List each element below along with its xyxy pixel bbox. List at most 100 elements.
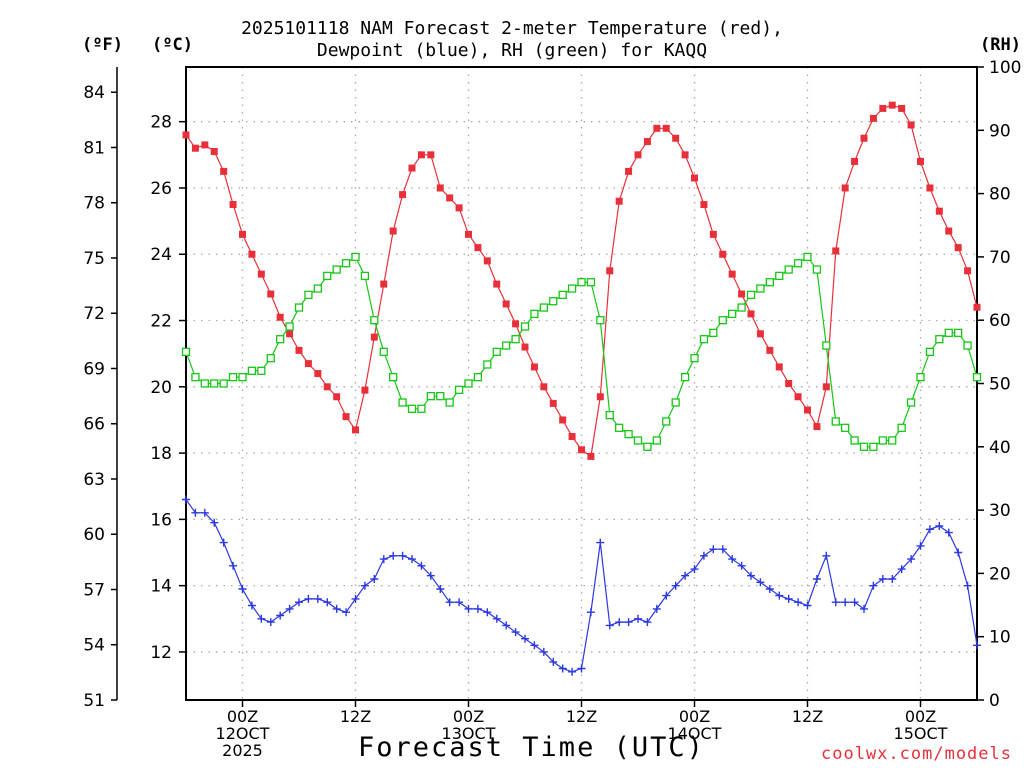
data-point: [473, 604, 482, 613]
data-point: [869, 114, 877, 122]
data-point: [276, 335, 285, 344]
data-point: [605, 621, 614, 630]
data-point: [615, 197, 623, 205]
data-point: [672, 134, 680, 142]
data-point: [511, 628, 520, 637]
data-point: [294, 303, 304, 312]
data-point: [539, 647, 548, 656]
data-point: [314, 370, 322, 378]
fahrenheit-tick-label: 54: [83, 636, 105, 656]
data-point: [633, 436, 643, 445]
x-tick-label: 12Z: [340, 707, 371, 726]
data-point: [963, 581, 972, 590]
data-point: [568, 433, 576, 441]
data-point: [323, 271, 332, 281]
data-point: [370, 575, 379, 583]
celsius-tick-label: 14: [150, 577, 172, 597]
data-point: [530, 309, 539, 319]
fahrenheit-unit-label: (ºF): [82, 35, 123, 55]
data-point: [804, 406, 811, 414]
series-relative-humidity: [181, 252, 982, 451]
data-point: [775, 591, 784, 600]
data-point: [643, 138, 651, 146]
data-point: [267, 290, 275, 298]
data-point: [747, 571, 755, 580]
data-point: [577, 664, 586, 673]
data-point: [304, 360, 312, 368]
data-point: [502, 621, 511, 630]
data-point: [408, 555, 416, 564]
data-point: [841, 423, 850, 432]
data-point: [512, 320, 520, 328]
data-point: [191, 373, 200, 382]
data-point: [426, 571, 435, 580]
credit-text: coolwx.com/models: [821, 744, 1012, 764]
data-point: [756, 578, 765, 587]
data-point: [558, 664, 567, 673]
data-point: [879, 104, 887, 112]
data-point: [709, 328, 718, 338]
data-point: [247, 366, 257, 375]
data-point: [784, 265, 793, 274]
data-point: [549, 657, 558, 666]
data-point: [699, 551, 708, 560]
data-point: [266, 354, 275, 363]
data-point: [266, 618, 275, 627]
celsius-tick-label: 16: [150, 510, 172, 530]
data-point: [925, 525, 934, 534]
series-2-meter-temperature: [182, 101, 981, 460]
fahrenheit-tick-label: 66: [83, 415, 105, 435]
data-point: [559, 416, 567, 424]
rh-tick-label: 80: [989, 185, 1011, 205]
data-point: [860, 134, 868, 142]
data-point: [181, 347, 191, 357]
data-point: [473, 373, 483, 382]
data-point: [238, 373, 247, 382]
data-point: [615, 423, 624, 432]
rh-tick-label: 70: [989, 248, 1011, 268]
data-point: [935, 207, 943, 215]
data-point: [445, 598, 454, 607]
data-point: [389, 551, 398, 560]
data-point: [746, 290, 756, 300]
data-point: [219, 538, 228, 547]
data-point: [822, 383, 830, 391]
fahrenheit-tick-label: 84: [83, 83, 105, 103]
fahrenheit-tick-label: 78: [83, 194, 105, 214]
data-point: [803, 601, 812, 610]
rh-tick-label: 60: [989, 311, 1011, 331]
data-point: [549, 399, 557, 407]
fahrenheit-tick-label: 75: [83, 249, 105, 269]
data-point: [586, 608, 595, 617]
fahrenheit-tick-label: 57: [83, 580, 105, 600]
data-point: [681, 151, 689, 159]
data-point: [917, 157, 924, 165]
data-point: [530, 363, 538, 371]
fahrenheit-tick-label: 63: [83, 470, 105, 490]
data-point: [408, 164, 416, 172]
data-point: [483, 360, 492, 369]
data-point: [926, 184, 934, 192]
data-point: [540, 383, 548, 391]
data-point: [596, 316, 605, 325]
data-point: [257, 366, 266, 375]
data-point: [398, 398, 407, 407]
data-point: [634, 151, 642, 159]
rh-tick-label: 20: [989, 564, 1011, 584]
data-point: [201, 141, 209, 149]
x-tick-label: 00Z: [453, 707, 484, 726]
data-point: [680, 373, 690, 382]
data-point: [812, 575, 821, 583]
data-point: [257, 270, 265, 278]
data-point: [313, 594, 322, 603]
data-point: [530, 641, 539, 650]
data-point: [690, 354, 699, 363]
data-point: [191, 144, 199, 152]
data-point: [973, 303, 981, 311]
rh-tick-label: 40: [989, 438, 1011, 458]
data-point: [436, 392, 445, 401]
data-point: [869, 442, 878, 451]
data-point: [728, 309, 737, 319]
data-point: [492, 347, 501, 357]
